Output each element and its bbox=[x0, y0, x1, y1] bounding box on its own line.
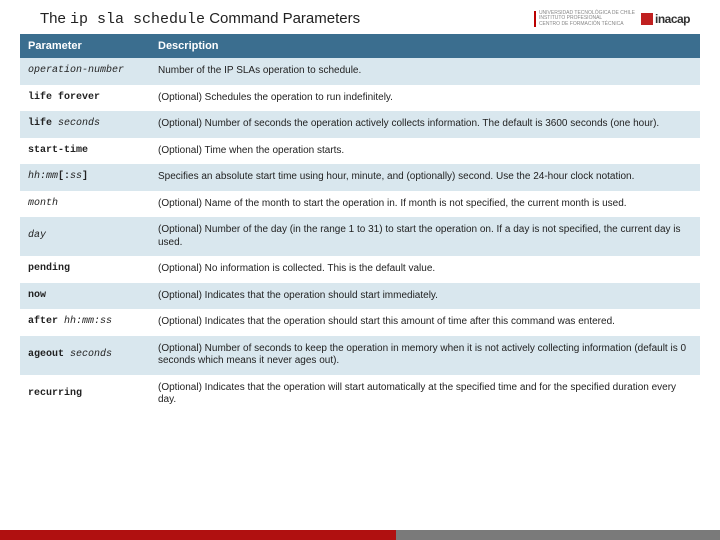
table-row: after hh:mm:ss(Optional) Indicates that … bbox=[20, 309, 700, 336]
desc-cell: (Optional) Time when the operation start… bbox=[150, 138, 700, 165]
param-cell: month bbox=[20, 191, 150, 218]
desc-cell: (Optional) Schedules the operation to ru… bbox=[150, 85, 700, 112]
desc-cell: Number of the IP SLAs operation to sched… bbox=[150, 58, 700, 85]
param-cell: life forever bbox=[20, 85, 150, 112]
title-suffix: Command Parameters bbox=[205, 10, 360, 27]
table-row: now(Optional) Indicates that the operati… bbox=[20, 283, 700, 310]
param-cell: operation-number bbox=[20, 58, 150, 85]
desc-cell: (Optional) Number of seconds to keep the… bbox=[150, 336, 700, 375]
logo-group: UNIVERSIDAD TECNOLÓGICA DE CHILE INSTITU… bbox=[534, 11, 690, 28]
param-cell: start-time bbox=[20, 138, 150, 165]
param-cell: recurring bbox=[20, 375, 150, 414]
desc-cell: (Optional) Indicates that the operation … bbox=[150, 375, 700, 414]
desc-cell: Specifies an absolute start time using h… bbox=[150, 164, 700, 191]
desc-cell: (Optional) No information is collected. … bbox=[150, 256, 700, 283]
param-cell: hh:mm[:ss] bbox=[20, 164, 150, 191]
desc-cell: (Optional) Indicates that the operation … bbox=[150, 309, 700, 336]
param-cell: day bbox=[20, 217, 150, 256]
inacap-square-icon bbox=[641, 13, 653, 25]
page-header: The ip sla schedule Command Parameters U… bbox=[0, 0, 720, 34]
table-row: month(Optional) Name of the month to sta… bbox=[20, 191, 700, 218]
table-row: life forever(Optional) Schedules the ope… bbox=[20, 85, 700, 112]
desc-cell: (Optional) Number of seconds the operati… bbox=[150, 111, 700, 138]
logo-inacap: inacap bbox=[641, 12, 690, 26]
title-prefix: The bbox=[40, 10, 70, 27]
table-row: hh:mm[:ss]Specifies an absolute start ti… bbox=[20, 164, 700, 191]
param-cell: life seconds bbox=[20, 111, 150, 138]
table-row: day(Optional) Number of the day (in the … bbox=[20, 217, 700, 256]
desc-cell: (Optional) Name of the month to start th… bbox=[150, 191, 700, 218]
table-row: pending(Optional) No information is coll… bbox=[20, 256, 700, 283]
col-description: Description bbox=[150, 34, 700, 58]
table-row: start-time(Optional) Time when the opera… bbox=[20, 138, 700, 165]
param-cell: now bbox=[20, 283, 150, 310]
title-command: ip sla schedule bbox=[70, 11, 205, 28]
param-cell: pending bbox=[20, 256, 150, 283]
table-row: recurring(Optional) Indicates that the o… bbox=[20, 375, 700, 414]
table-body: operation-numberNumber of the IP SLAs op… bbox=[20, 58, 700, 414]
page-title: The ip sla schedule Command Parameters bbox=[40, 10, 360, 28]
inacap-text: inacap bbox=[655, 12, 690, 26]
table-row: ageout seconds(Optional) Number of secon… bbox=[20, 336, 700, 375]
logo-uni-line: CENTRO DE FORMACIÓN TÉCNICA bbox=[539, 22, 635, 28]
table-header-row: Parameter Description bbox=[20, 34, 700, 58]
param-cell: ageout seconds bbox=[20, 336, 150, 375]
desc-cell: (Optional) Number of the day (in the ran… bbox=[150, 217, 700, 256]
col-parameter: Parameter bbox=[20, 34, 150, 58]
table-row: life seconds(Optional) Number of seconds… bbox=[20, 111, 700, 138]
param-cell: after hh:mm:ss bbox=[20, 309, 150, 336]
table-row: operation-numberNumber of the IP SLAs op… bbox=[20, 58, 700, 85]
parameters-table: Parameter Description operation-numberNu… bbox=[20, 34, 700, 414]
footer-bar bbox=[0, 530, 720, 540]
desc-cell: (Optional) Indicates that the operation … bbox=[150, 283, 700, 310]
logo-university: UNIVERSIDAD TECNOLÓGICA DE CHILE INSTITU… bbox=[534, 11, 635, 28]
